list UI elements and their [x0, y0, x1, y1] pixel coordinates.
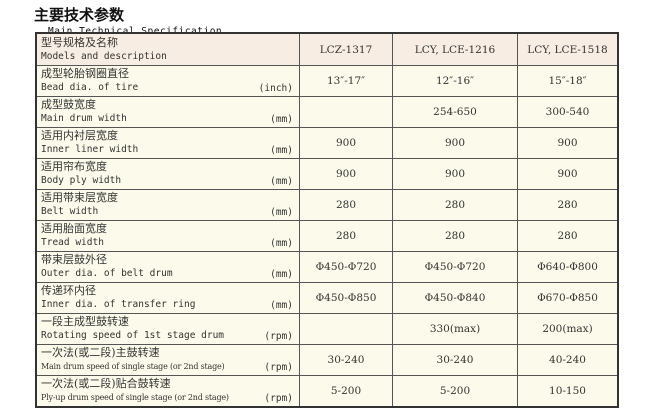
- row-unit: (inch): [258, 83, 293, 94]
- row-label-en: Bead dia. of tire: [41, 82, 139, 93]
- table-row: 一段主成型鼓转速 Rotating speed of 1st stage dru…: [35, 313, 619, 345]
- value-cell: 900: [517, 158, 619, 190]
- row-label-cn: 一段主成型鼓转速: [41, 315, 129, 328]
- spec-table: 型号规格及名称 Models and description LCZ-1317 …: [35, 32, 619, 408]
- row-unit: (rpm): [264, 393, 293, 404]
- row-unit: (mm): [270, 269, 293, 280]
- row-label-en: Ply-up drum speed of single stage (or 2n…: [41, 393, 229, 402]
- row-desc-cell: 成型鼓宽度 Main drum width (mm): [35, 96, 300, 128]
- header-en: Models and description: [41, 50, 167, 62]
- value-cell: 10-150: [517, 375, 619, 408]
- row-label-cn: 适用带束层宽度: [41, 191, 118, 204]
- header-cn: 型号规格及名称: [41, 35, 118, 49]
- row-desc-cell: 带束层鼓外径 Outer dia. of belt drum (mm): [35, 251, 300, 283]
- header-desc-cell: 型号规格及名称 Models and description: [35, 32, 300, 66]
- value-cell: 900: [299, 127, 393, 159]
- row-desc-cell: 一次法(或二段)贴合鼓转速 Ply-up drum speed of singl…: [35, 375, 300, 408]
- value-cell: 900: [517, 127, 619, 159]
- row-desc-cell: 适用胎面宽度 Tread width (mm): [35, 220, 300, 252]
- value-cell: 900: [392, 127, 518, 159]
- row-desc-cell: 适用带束层宽度 Belt width (mm): [35, 189, 300, 221]
- title-en: Main Technical Specification: [48, 26, 223, 37]
- value-cell: 280: [392, 220, 518, 252]
- row-label-en: Main drum width: [41, 113, 127, 124]
- value-cell: 13″-17″: [299, 65, 393, 97]
- value-cell: 900: [299, 158, 393, 190]
- row-label-cn: 传递环内径: [41, 284, 96, 297]
- value-cell: 30-240: [299, 344, 393, 376]
- row-label-en: Inner dia. of transfer ring: [41, 299, 196, 310]
- row-label-en: Belt width: [41, 206, 99, 217]
- table-row: 传递环内径 Inner dia. of transfer ring (mm) Φ4…: [35, 282, 619, 314]
- row-label-cn: 成型轮胎钢圈直径: [41, 67, 129, 80]
- row-unit: (mm): [270, 300, 293, 311]
- row-unit: (mm): [270, 207, 293, 218]
- row-label-en: Outer dia. of belt drum: [41, 268, 173, 279]
- value-cell: 280: [299, 220, 393, 252]
- value-cell: 280: [517, 189, 619, 221]
- row-label-cn: 带束层鼓外径: [41, 253, 107, 266]
- table-row: 一次法(或二段)贴合鼓转速 Ply-up drum speed of singl…: [35, 375, 619, 408]
- value-cell: 900: [392, 158, 518, 190]
- table-row: 适用内衬层宽度 Inner liner width (mm) 900 900 900: [35, 127, 619, 159]
- value-cell: 200(max): [517, 313, 619, 345]
- value-cell: Φ670-Φ850: [517, 282, 619, 314]
- value-cell: 254-650: [392, 96, 518, 128]
- value-cell: Φ450-Φ840: [392, 282, 518, 314]
- value-cell: Φ640-Φ800: [517, 251, 619, 283]
- value-cell: 280: [517, 220, 619, 252]
- value-cell: 5-200: [299, 375, 393, 408]
- table-row: 适用帘布宽度 Body ply width (mm) 900 900 900: [35, 158, 619, 190]
- row-unit: (mm): [270, 238, 293, 249]
- value-cell: Φ450-Φ720: [299, 251, 393, 283]
- value-cell: 280: [299, 189, 393, 221]
- table-row: 成型鼓宽度 Main drum width (mm) 254-650 300-540: [35, 96, 619, 128]
- row-desc-cell: 适用内衬层宽度 Inner liner width (mm): [35, 127, 300, 159]
- row-unit: (rpm): [264, 331, 293, 342]
- value-cell: 15″-18″: [517, 65, 619, 97]
- table-row: 一次法(或二段)主鼓转速 Main drum speed of single s…: [35, 344, 619, 376]
- table-row: 成型轮胎钢圈直径 Bead dia. of tire (inch) 13″-17″…: [35, 65, 619, 97]
- row-desc-cell: 适用帘布宽度 Body ply width (mm): [35, 158, 300, 190]
- value-cell: 30-240: [392, 344, 518, 376]
- row-label-cn: 适用帘布宽度: [41, 160, 107, 173]
- value-cell: Φ450-Φ850: [299, 282, 393, 314]
- row-unit: (rpm): [264, 362, 293, 373]
- value-cell: 40-240: [517, 344, 619, 376]
- row-unit: (mm): [270, 145, 293, 156]
- value-cell: 12″-16″: [392, 65, 518, 97]
- model-header: LCY, LCE-1216: [392, 32, 518, 66]
- row-label-en: Main drum speed of single stage (or 2nd …: [41, 362, 225, 371]
- row-label-cn: 一次法(或二段)贴合鼓转速: [41, 377, 171, 390]
- row-label-en: Tread width: [41, 237, 104, 248]
- row-desc-cell: 成型轮胎钢圈直径 Bead dia. of tire (inch): [35, 65, 300, 97]
- value-cell: [299, 313, 393, 345]
- value-cell: [299, 96, 393, 128]
- model-header: LCY, LCE-1518: [517, 32, 619, 66]
- model-header: LCZ-1317: [299, 32, 393, 66]
- page-title: 主要技术参数 Main Technical Specification: [34, 4, 222, 39]
- table-row: 适用胎面宽度 Tread width (mm) 280 280 280: [35, 220, 619, 252]
- value-cell: 5-200: [392, 375, 518, 408]
- value-cell: 280: [392, 189, 518, 221]
- row-label-cn: 成型鼓宽度: [41, 98, 96, 111]
- title-cn: 主要技术参数: [34, 6, 125, 24]
- row-unit: (mm): [270, 176, 293, 187]
- row-desc-cell: 一段主成型鼓转速 Rotating speed of 1st stage dru…: [35, 313, 300, 345]
- row-label-en: Inner liner width: [41, 144, 139, 155]
- row-desc-cell: 一次法(或二段)主鼓转速 Main drum speed of single s…: [35, 344, 300, 376]
- value-cell: Φ450-Φ720: [392, 251, 518, 283]
- row-label-en: Body ply width: [41, 175, 122, 186]
- table-row: 带束层鼓外径 Outer dia. of belt drum (mm) Φ450-…: [35, 251, 619, 283]
- row-label-en: Rotating speed of 1st stage drum: [41, 330, 225, 341]
- row-label-cn: 适用内衬层宽度: [41, 129, 118, 142]
- value-cell: 300-540: [517, 96, 619, 128]
- row-label-cn: 适用胎面宽度: [41, 222, 107, 235]
- value-cell: 330(max): [392, 313, 518, 345]
- table-header-row: 型号规格及名称 Models and description LCZ-1317 …: [35, 32, 619, 66]
- table-row: 适用带束层宽度 Belt width (mm) 280 280 280: [35, 189, 619, 221]
- row-label-cn: 一次法(或二段)主鼓转速: [41, 346, 160, 359]
- row-desc-cell: 传递环内径 Inner dia. of transfer ring (mm): [35, 282, 300, 314]
- row-unit: (mm): [270, 114, 293, 125]
